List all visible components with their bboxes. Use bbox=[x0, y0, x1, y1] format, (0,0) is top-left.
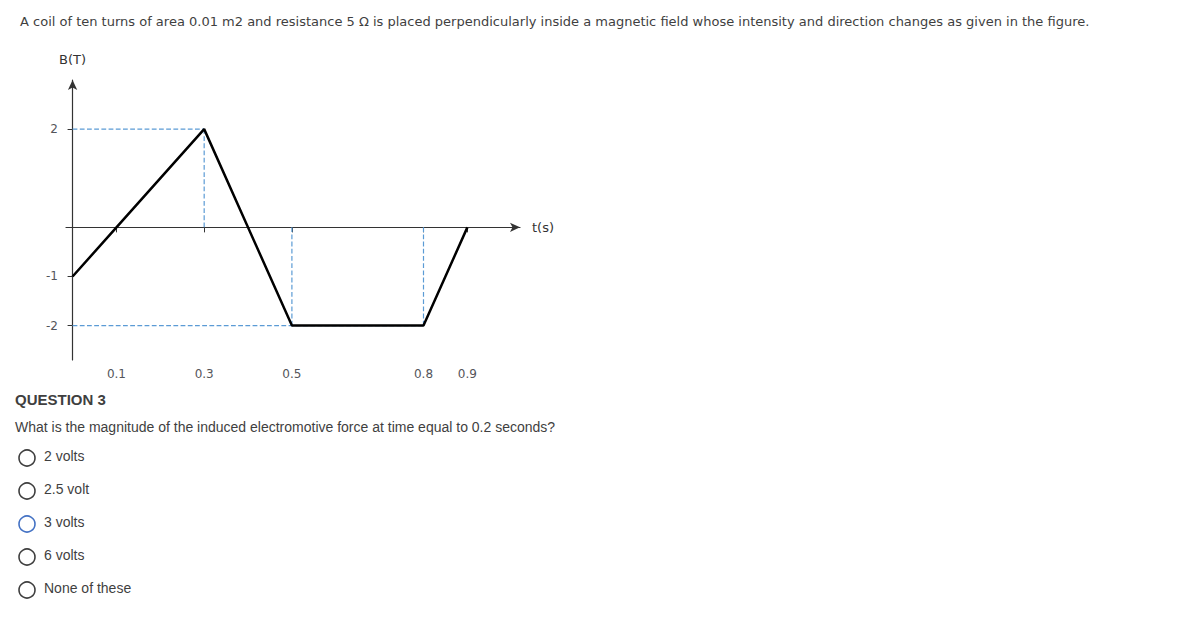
svg-text:0.9: 0.9 bbox=[458, 367, 477, 381]
svg-text:What is the magnitude of the i: What is the magnitude of the induced ele… bbox=[15, 419, 555, 435]
svg-text:A coil of ten turns of area 0.: A coil of ten turns of area 0.01 m2 and … bbox=[20, 14, 1089, 29]
svg-text:2: 2 bbox=[50, 122, 58, 136]
svg-text:2 volts: 2 volts bbox=[44, 448, 84, 464]
svg-text:0.8: 0.8 bbox=[414, 367, 433, 381]
svg-text:B(T): B(T) bbox=[59, 52, 86, 67]
svg-text:t(s): t(s) bbox=[532, 220, 554, 235]
svg-text:None of these: None of these bbox=[44, 580, 131, 596]
svg-text:2.5 volt: 2.5 volt bbox=[44, 481, 89, 497]
svg-text:0.5: 0.5 bbox=[282, 367, 301, 381]
svg-text:0.3: 0.3 bbox=[195, 367, 214, 381]
svg-text:-1: -1 bbox=[46, 269, 58, 283]
svg-text:-2: -2 bbox=[46, 319, 58, 333]
svg-text:3 volts: 3 volts bbox=[44, 514, 84, 530]
svg-text:6 volts: 6 volts bbox=[44, 547, 84, 563]
svg-text:0.1: 0.1 bbox=[107, 367, 126, 381]
svg-text:QUESTION 3: QUESTION 3 bbox=[15, 391, 106, 408]
